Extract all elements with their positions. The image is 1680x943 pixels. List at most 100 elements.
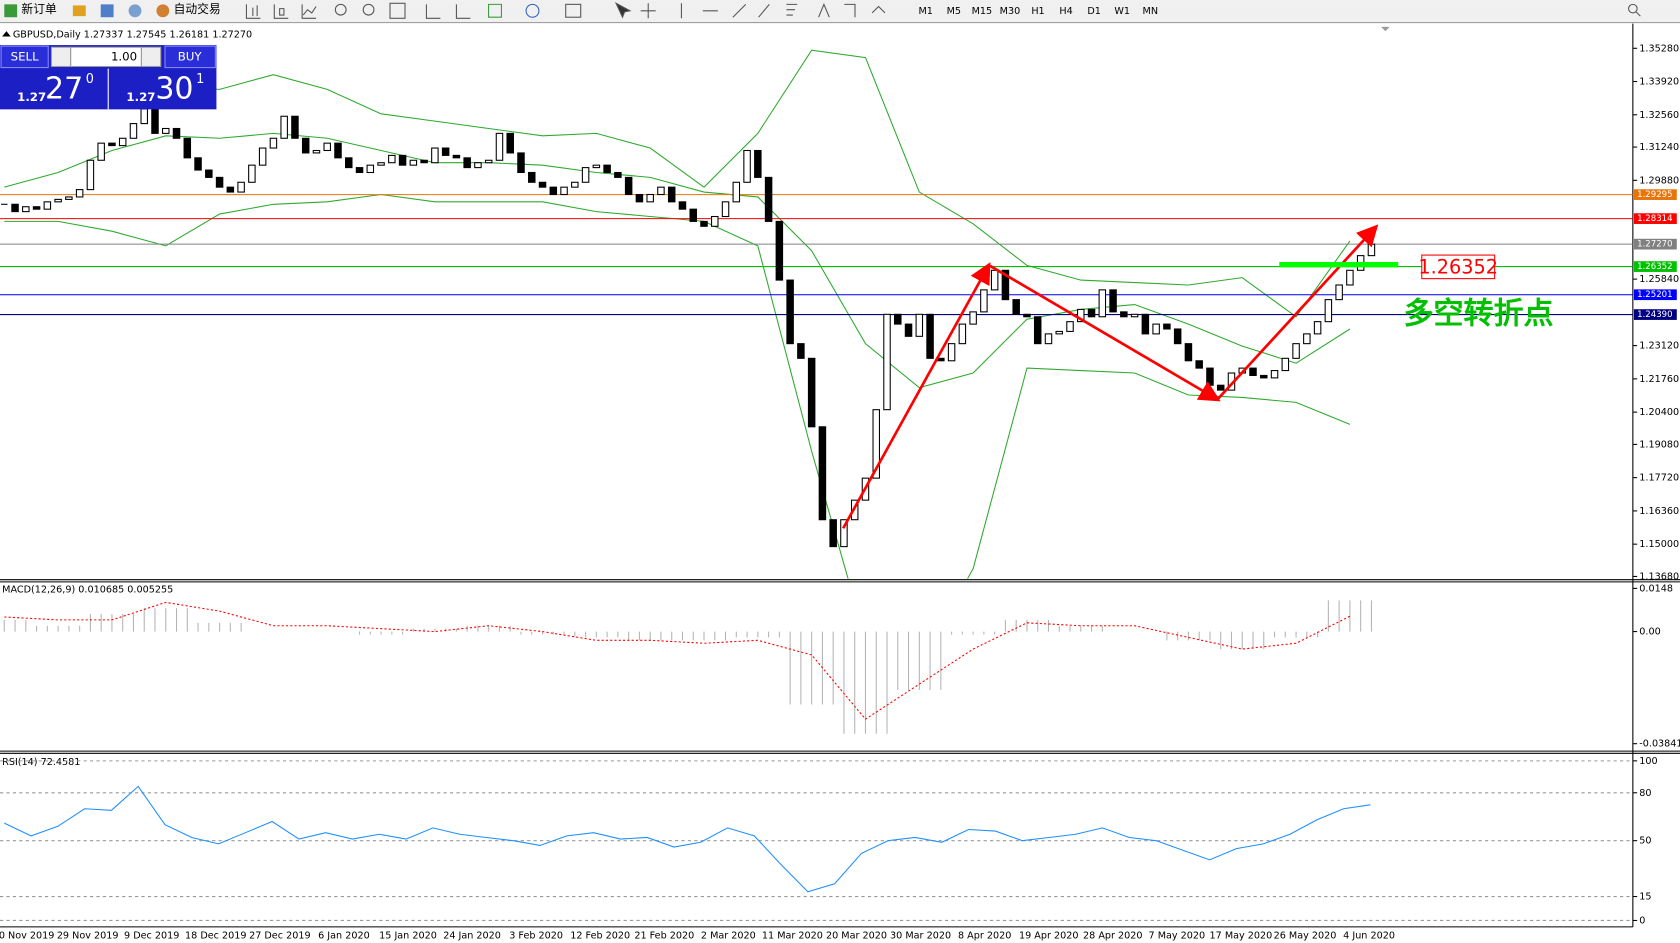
template-icon[interactable]: [565, 3, 582, 18]
candle-body: [334, 142, 342, 159]
y-tick-label: 1.21760: [1639, 374, 1679, 385]
candle-body: [635, 193, 644, 203]
chart-title: GBPUSD,Daily 1.27337 1.27545 1.26181 1.2…: [13, 29, 252, 40]
lot-up[interactable]: [140, 46, 162, 68]
timeframe-button[interactable]: M5: [947, 6, 961, 17]
tool-icon[interactable]: [128, 4, 142, 18]
indicator-icon[interactable]: [488, 3, 502, 18]
candle-body: [108, 142, 116, 147]
candle-body: [592, 164, 601, 169]
timeframe-button[interactable]: MN: [1143, 6, 1159, 17]
candle-body: [538, 181, 547, 188]
rsi-title: RSI(14) 72.4581: [2, 757, 80, 768]
crosshair-icon[interactable]: [640, 3, 656, 19]
timeframe-button[interactable]: D1: [1087, 6, 1101, 17]
candle-body: [1141, 313, 1150, 335]
buy-price-prefix[interactable]: 1.27: [126, 90, 155, 104]
candle-body: [926, 313, 934, 359]
auto-trading-icon[interactable]: [156, 4, 170, 18]
candle-body: [754, 149, 762, 178]
sell-button[interactable]: [0, 45, 49, 69]
candle-body: [1195, 360, 1203, 369]
price-level-label: 1.27270: [1637, 240, 1672, 250]
turning-point-label: 多空转折点: [1404, 297, 1554, 332]
timeframe-button[interactable]: M1: [918, 6, 932, 17]
cursor-icon[interactable]: [614, 2, 632, 19]
candle-body: [990, 269, 999, 291]
candle-body: [1292, 343, 1300, 359]
sell-price-prefix[interactable]: 1.27: [17, 90, 46, 104]
candle-body: [65, 196, 73, 200]
candle-chart-icon[interactable]: [273, 4, 289, 19]
candle-body: [118, 137, 127, 147]
candle-body: [775, 220, 784, 281]
y-tick-label: 1.35280: [1639, 43, 1679, 54]
sell-label[interactable]: SELL: [11, 49, 39, 63]
zoom-out-icon[interactable]: [362, 3, 375, 16]
candle-body: [614, 171, 622, 178]
candle-body: [398, 154, 407, 166]
candle-body: [506, 132, 514, 154]
search-icon[interactable]: [1628, 3, 1638, 14]
x-tick-label: 9 Dec 2019: [124, 930, 179, 941]
candle-body: [732, 181, 741, 203]
candle-body: [237, 181, 245, 193]
new-order-icon[interactable]: [4, 4, 18, 18]
candle-body: [743, 149, 751, 183]
candle-body: [657, 186, 665, 196]
new-order-button[interactable]: 新订单: [21, 2, 57, 16]
price-annotation: 1.26352: [1418, 255, 1498, 278]
one-click-trading: SELL 1.00 BUY 1.27 27 0 1.27 30 1: [0, 45, 217, 110]
bar-chart-icon[interactable]: [245, 4, 261, 19]
timeframe-button[interactable]: M15: [972, 6, 993, 17]
candle-body: [431, 147, 439, 164]
candle-body: [248, 164, 256, 183]
text-tools[interactable]: [818, 2, 856, 18]
zoom-in-icon[interactable]: [334, 3, 347, 16]
y-tick-label: 1.32560: [1639, 110, 1679, 121]
timeframe-button[interactable]: W1: [1114, 6, 1130, 17]
scroll-icon[interactable]: [425, 4, 471, 19]
y-tick-label: 1.19080: [1639, 439, 1679, 450]
buy-price-small[interactable]: 1: [196, 72, 204, 87]
buy-button[interactable]: [164, 45, 216, 69]
shift-marker: [1381, 26, 1390, 32]
sell-price-big[interactable]: 27: [45, 72, 83, 107]
candle-body: [1130, 313, 1139, 318]
lot-down[interactable]: [50, 46, 72, 68]
candle-body: [1001, 269, 1010, 301]
candle-body: [1270, 370, 1279, 379]
timeframe-button[interactable]: H1: [1031, 6, 1044, 17]
timeframe-button[interactable]: H4: [1059, 6, 1072, 17]
x-tick-label: 27 Dec 2019: [249, 930, 311, 941]
candle-body: [280, 115, 288, 139]
candle-body: [689, 208, 697, 222]
period-icon[interactable]: [525, 3, 540, 18]
auto-trading-button[interactable]: 自动交易: [174, 2, 221, 16]
candle-body: [22, 206, 30, 213]
candle-body: [388, 154, 396, 164]
buy-price-big[interactable]: 30: [155, 72, 193, 107]
lot-value[interactable]: 1.00: [111, 49, 137, 63]
fibo-tools[interactable]: [758, 3, 798, 18]
line-chart-icon[interactable]: [301, 4, 317, 19]
y-tick-label: 0.0148: [1639, 583, 1673, 594]
x-tick-label: 18 Dec 2019: [185, 930, 247, 941]
buy-label[interactable]: BUY: [178, 49, 203, 63]
candle-body: [377, 162, 385, 166]
y-tick-label: 1.17720: [1639, 473, 1679, 484]
arrow-tools[interactable]: [871, 5, 886, 14]
tool-icon[interactable]: [100, 4, 114, 18]
sell-price-small[interactable]: 0: [86, 72, 94, 87]
tile-icon[interactable]: [389, 2, 406, 19]
timeframe-button[interactable]: M30: [1000, 6, 1021, 17]
y-tick-label: 0: [1639, 915, 1645, 926]
y-tick-label: 50: [1639, 836, 1651, 847]
candle-body: [409, 159, 418, 166]
line-tools[interactable]: [680, 3, 747, 19]
candle-body: [441, 147, 450, 156]
candle-body: [1087, 308, 1096, 318]
candle-body: [11, 203, 19, 213]
tool-icon[interactable]: [72, 5, 86, 17]
panel-marker: [2, 31, 11, 37]
